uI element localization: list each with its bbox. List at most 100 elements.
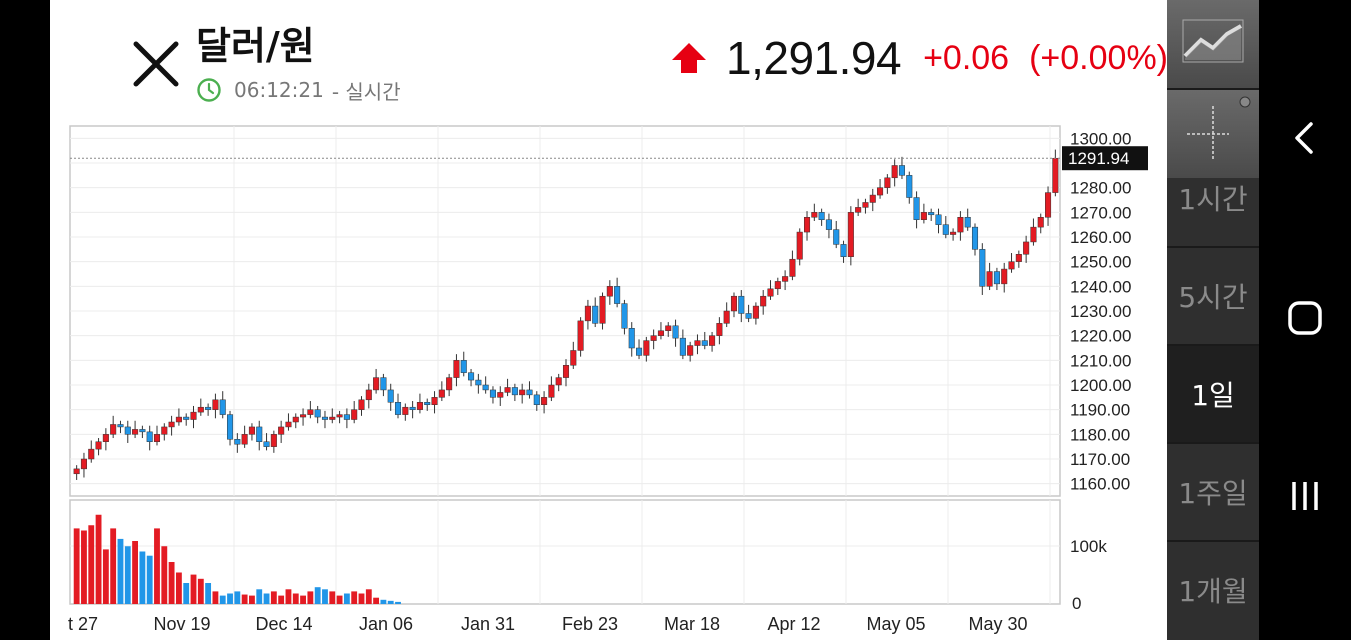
volume-bar: [197, 578, 204, 604]
candle-body: [1015, 254, 1022, 262]
candle-body: [146, 431, 153, 442]
candle-body: [438, 389, 445, 398]
main-panel: 달러/원 06:12:21 - 실시간 1,291.94 +0.06 (+0.0…: [50, 0, 1167, 640]
recents-button[interactable]: [1259, 466, 1351, 526]
candle-body: [891, 165, 898, 179]
price-tick-label: 1190.00: [1070, 401, 1130, 420]
candle-body: [606, 286, 613, 297]
volume-bar: [380, 599, 387, 604]
close-icon[interactable]: [130, 40, 182, 88]
price-tick-label: 1200.00: [1070, 376, 1131, 395]
candle-body: [577, 320, 584, 351]
home-button[interactable]: [1259, 288, 1351, 348]
candle-body: [504, 387, 511, 393]
volume-bar: [329, 591, 336, 604]
candle-body: [197, 406, 204, 413]
candle-body: [80, 458, 87, 470]
price-tick-label: 1210.00: [1070, 351, 1131, 370]
candle-body: [825, 219, 832, 230]
candle-body: [621, 303, 628, 329]
candle-body: [329, 416, 336, 420]
candle-body: [782, 276, 789, 282]
candle-body: [161, 426, 168, 435]
candle-body: [928, 212, 935, 216]
volume-bar: [241, 594, 248, 604]
x-tick-label: May 30: [968, 614, 1027, 634]
volume-bar: [249, 595, 255, 604]
candle-body: [285, 421, 292, 428]
candle-body: [694, 340, 701, 346]
volume-bar: [227, 593, 233, 604]
candle-body: [599, 295, 606, 324]
volume-bar: [373, 597, 380, 604]
candle-body: [855, 207, 862, 213]
volume-bar: [161, 546, 168, 604]
recents-icon: [1292, 482, 1318, 510]
interval-1day[interactable]: 1일: [1167, 346, 1259, 442]
volume-tick-label: 100k: [1070, 537, 1107, 556]
candle-body: [906, 175, 913, 198]
candle-body: [205, 406, 212, 410]
crosshair-button[interactable]: [1167, 90, 1259, 178]
timestamp-row: 06:12:21 - 실시간: [196, 76, 401, 104]
candle-body: [562, 365, 570, 378]
candle-body: [431, 397, 438, 405]
volume-bar: [365, 589, 372, 604]
candle-body: [1052, 157, 1059, 193]
candle-body: [1023, 241, 1030, 255]
candle-body: [935, 214, 942, 225]
volume-tick-label: 0: [1072, 594, 1081, 613]
volume-bar: [146, 555, 153, 604]
candle-body: [650, 335, 657, 341]
candle-body: [789, 258, 796, 277]
volume-bar: [73, 528, 80, 604]
candle-body: [227, 414, 234, 440]
candle-body: [394, 402, 402, 415]
interval-1month[interactable]: 1개월: [1178, 575, 1248, 608]
candle-body: [811, 212, 818, 218]
volume-bar: [256, 589, 263, 604]
candle-body: [256, 426, 263, 442]
interval-5hour[interactable]: 5시간: [1178, 281, 1248, 314]
candle-body: [877, 187, 884, 196]
candle-body: [300, 414, 307, 418]
candle-body: [1030, 226, 1037, 243]
candle-body: [416, 402, 423, 410]
interval-1week[interactable]: 1주일: [1178, 477, 1248, 510]
x-tick-label: May 05: [866, 614, 925, 634]
candle-body: [840, 244, 847, 257]
candle-body: [460, 360, 467, 373]
interval-1hour[interactable]: 1시간: [1178, 183, 1248, 216]
x-tick-label: Jan 06: [359, 614, 413, 634]
price-block: 1,291.94 +0.06 (+0.00%): [670, 30, 1167, 86]
volume-bar: [285, 589, 292, 604]
volume-bar: [95, 514, 102, 604]
back-button[interactable]: [1259, 108, 1351, 168]
candle-body: [424, 402, 431, 405]
candle-body: [541, 397, 548, 405]
candle-body: [153, 434, 161, 442]
candle-body: [723, 310, 730, 324]
volume-bar: [351, 591, 358, 604]
price-tick-label: 1250.00: [1070, 253, 1131, 272]
candle-body: [409, 406, 416, 410]
candle-body: [533, 394, 540, 405]
x-tick-label: t 27: [68, 614, 98, 634]
price-chart[interactable]: 1300.001290.001280.001270.001260.001250.…: [50, 0, 1167, 640]
candle-body: [971, 226, 979, 250]
candle-body: [468, 372, 475, 381]
candle-body: [183, 416, 190, 420]
candle-body: [219, 399, 226, 415]
price-tick-label: 1180.00: [1070, 425, 1130, 444]
candle-body: [592, 305, 599, 324]
volume-bar: [132, 541, 139, 604]
chart-type-button[interactable]: [1167, 0, 1259, 88]
candle-body: [636, 347, 643, 356]
candle-body: [234, 439, 241, 445]
candle-body: [482, 384, 489, 391]
volume-bar: [343, 593, 350, 604]
candle-body: [1037, 217, 1044, 228]
candle-body: [701, 340, 708, 346]
back-chevron-icon: [1295, 122, 1313, 154]
candle-body: [110, 424, 117, 435]
